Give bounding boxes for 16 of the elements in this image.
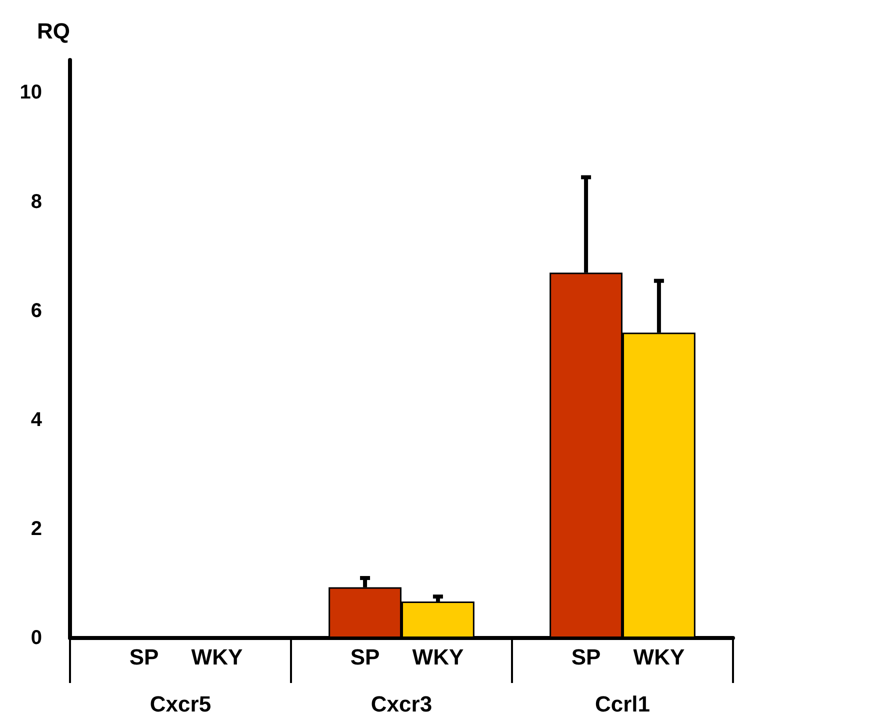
y-tick-label: 8 bbox=[30, 190, 42, 213]
y-tick-label: 4 bbox=[30, 408, 43, 431]
text: WKY bbox=[633, 644, 685, 670]
y-tick-label: 6 bbox=[30, 300, 42, 322]
legend-label: WKY bbox=[412, 644, 464, 670]
text: SP bbox=[571, 644, 601, 670]
y-tick-label: 2 bbox=[30, 518, 42, 540]
x-tick-label: Cxcr3 bbox=[370, 692, 432, 716]
x-tick-label: Cxcr5 bbox=[150, 692, 212, 716]
y-tick-label: 10 bbox=[20, 82, 42, 104]
y-tick-label: 0 bbox=[30, 627, 42, 649]
x-tick-label: Ccrl1 bbox=[594, 692, 650, 716]
text: SP bbox=[129, 644, 159, 670]
series-label: SP bbox=[350, 644, 380, 670]
y-axis-title: RQ bbox=[37, 18, 70, 44]
text: WKY bbox=[191, 644, 243, 670]
